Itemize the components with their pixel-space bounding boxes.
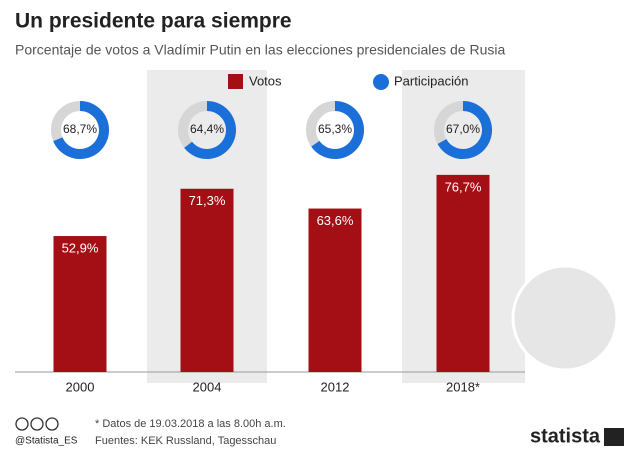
bar [53,236,107,372]
portrait-placeholder [511,264,619,372]
donut-arc [437,101,492,159]
legend-label: Participación [394,73,468,88]
brand-logo: statista [530,425,601,447]
donut-arc [53,101,109,159]
donut-arc [311,101,364,159]
bar [308,208,362,372]
chart-subtitle: Porcentaje de votos a Vladímir Putin en … [15,42,505,58]
legend-swatch [228,74,243,89]
donut-arc [184,101,236,159]
x-tick-label: 2012 [321,379,350,394]
donut-value-label: 68,7% [63,122,97,136]
x-tick-label: 2004 [193,379,222,394]
bar [436,174,490,372]
footnote: * Datos de 19.03.2018 a las 8.00h a.m. [95,418,286,430]
bar-value-label: 63,6% [317,213,354,228]
bar-value-label: 76,7% [445,179,482,194]
credit: @Statista_ES [15,436,78,447]
sources: Fuentes: KEK Russland, Tagesschau [95,435,276,447]
donut-value-label: 65,3% [318,122,352,136]
x-tick-label: 2018* [446,379,480,394]
donut-value-label: 67,0% [446,122,480,136]
legend-label: Votos [249,73,282,88]
cc-icons [15,417,59,431]
legend-swatch [373,74,389,90]
bar-value-label: 52,9% [62,240,99,255]
brand-icon [604,428,624,446]
donut-value-label: 64,4% [190,122,224,136]
bar-value-label: 71,3% [189,193,226,208]
bar [180,188,234,372]
x-tick-label: 2000 [66,379,95,394]
chart-title: Un presidente para siempre [15,10,292,33]
